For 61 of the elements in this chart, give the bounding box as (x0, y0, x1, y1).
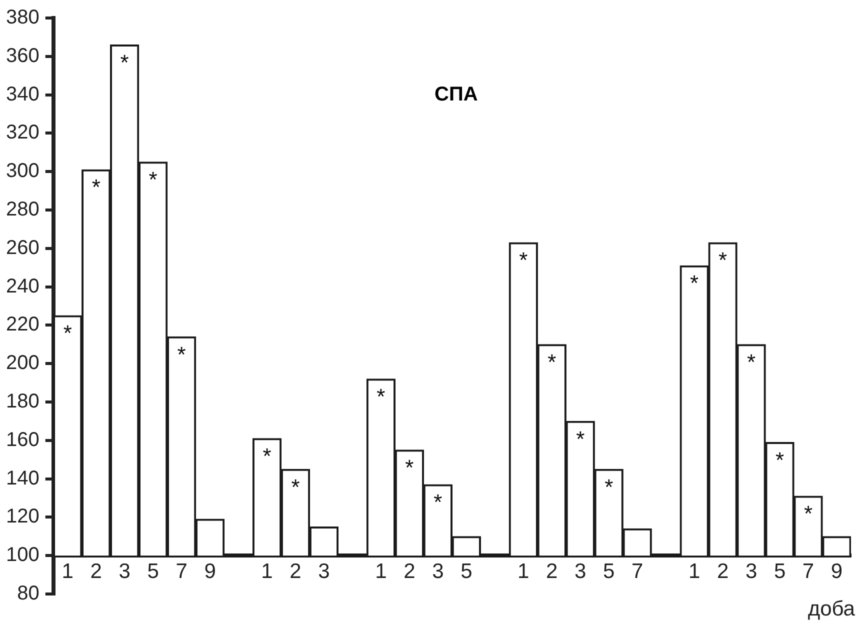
y-tick-label: 120 (6, 506, 40, 528)
y-tick-label: 360 (6, 44, 40, 67)
data-label: * (519, 248, 528, 273)
x-tick-label: 3 (574, 560, 586, 583)
data-label: * (63, 320, 72, 346)
x-tick-label: 2 (90, 560, 102, 583)
x-tick-label: 1 (62, 560, 74, 583)
data-label: * (148, 167, 158, 192)
y-tick-label: 320 (6, 122, 40, 144)
data-label: * (177, 342, 186, 367)
x-tick-label: 2 (716, 560, 729, 583)
x-tick-label: 3 (118, 560, 130, 583)
x-tick-label: 5 (147, 560, 159, 583)
x-tick-label: 1 (688, 560, 700, 583)
y-tick-label: 100 (6, 544, 40, 566)
x-tick-label: 3 (318, 560, 330, 583)
y-tick-label: 260 (6, 236, 40, 259)
y-tick-label: 300 (6, 160, 40, 182)
x-tick-label: 7 (802, 560, 814, 583)
data-label: * (376, 384, 386, 410)
annotation: СПА (434, 83, 478, 106)
data-label: * (718, 248, 728, 273)
x-tick-label: 1 (518, 560, 530, 583)
x-tick-label: 9 (204, 560, 216, 583)
data-label: * (262, 444, 272, 469)
y-tick-label: 140 (6, 467, 40, 490)
data-label: * (776, 447, 784, 472)
x-tick-label: 2 (404, 560, 416, 583)
data-label: * (120, 50, 130, 75)
data-label: * (690, 270, 700, 296)
x-tick-label: 2 (546, 560, 558, 583)
y-tick-label: 280 (6, 198, 40, 221)
y-tick-label: 220 (6, 314, 40, 336)
x-tick-label: 2 (290, 560, 302, 583)
x-tick-label: 1 (375, 560, 387, 583)
data-label: * (92, 174, 101, 200)
y-tick-label: 380 (6, 6, 40, 29)
data-label: * (576, 426, 586, 452)
x-axis-title: доба (808, 597, 856, 620)
x-tick-label: 3 (432, 560, 444, 583)
data-label: * (405, 455, 414, 480)
y-tick-label: 240 (6, 275, 40, 298)
x-tick-label: 7 (632, 560, 644, 583)
x-tick-label: 5 (774, 560, 786, 583)
data-label: * (604, 474, 614, 500)
x-tick-label: 5 (460, 560, 472, 583)
x-tick-label: 9 (830, 560, 843, 583)
y-tick-label: 80 (17, 582, 40, 605)
x-tick-label: 3 (745, 560, 758, 583)
data-label: * (434, 490, 443, 515)
y-tick-label: 180 (6, 390, 40, 413)
x-tick-label: 5 (603, 560, 615, 583)
data-label: * (548, 349, 557, 374)
y-tick-label: 160 (6, 428, 40, 451)
data-label: * (747, 349, 756, 374)
y-tick-label: 340 (6, 83, 40, 106)
x-tick-label: 7 (176, 560, 188, 583)
data-label: * (804, 501, 813, 526)
data-label: * (291, 474, 300, 500)
x-tick-label: 1 (261, 560, 273, 583)
y-tick-label: 200 (6, 352, 40, 374)
